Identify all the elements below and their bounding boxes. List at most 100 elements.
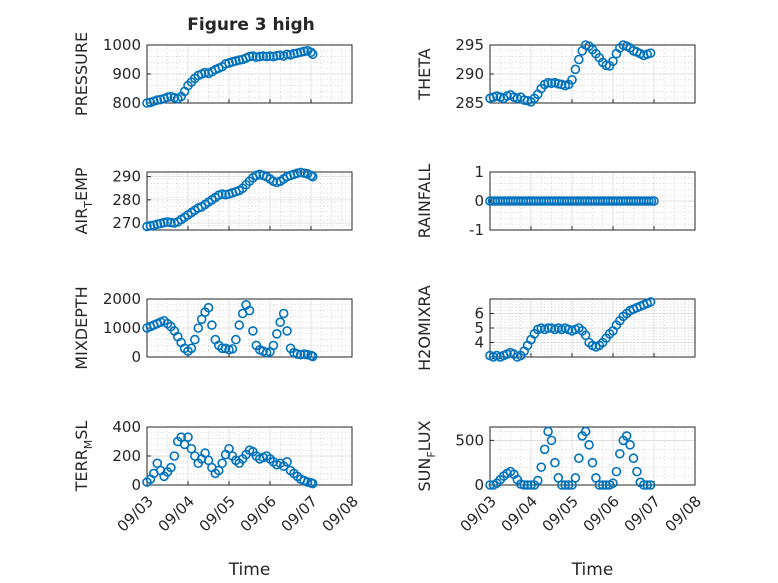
data-point <box>574 453 584 464</box>
data-point <box>183 432 193 442</box>
data-point <box>587 457 598 468</box>
data-point <box>244 51 255 62</box>
data-point <box>608 56 618 67</box>
figure-title: Figure 3 high <box>187 15 315 35</box>
data-point <box>169 451 180 461</box>
axes-border <box>489 426 696 486</box>
data-point <box>556 480 567 490</box>
y-tick-label: -1 <box>469 221 484 239</box>
data-point <box>615 448 625 459</box>
data-point <box>543 323 553 333</box>
data-point <box>574 54 584 65</box>
data-point <box>307 478 318 489</box>
data-point <box>539 444 550 455</box>
subplot-right-2: -1 0 1 RAINFALL <box>415 163 696 239</box>
data-point <box>292 349 303 359</box>
y-tick-label: 290 <box>455 65 484 83</box>
subplot-right-1: 285 290 295 THETA <box>415 36 696 112</box>
data-point <box>299 46 309 57</box>
data-point <box>601 60 611 71</box>
data-point <box>145 221 156 231</box>
data-point <box>625 440 635 450</box>
y-axis-label-subscript: T <box>82 201 95 209</box>
data-point <box>638 480 649 490</box>
data-point <box>553 79 564 89</box>
y-tick-label: 0 <box>131 348 141 366</box>
data-point <box>207 320 217 330</box>
data-point <box>289 48 299 59</box>
data-point <box>186 343 197 354</box>
data-point <box>203 302 214 313</box>
axes-border <box>146 171 353 231</box>
y-axis-label-part: AIR <box>72 208 91 235</box>
subplot-left-3: 0 1000 2000 MIXDEPTH <box>72 286 353 370</box>
data-point <box>570 64 581 75</box>
data-point <box>193 323 204 333</box>
y-tick-label: 0 <box>474 476 484 494</box>
data-point <box>580 426 591 437</box>
y-tick-label: 5 <box>474 319 484 337</box>
data-point <box>234 320 245 330</box>
data-point <box>546 435 557 446</box>
y-axis-label-part: SUN <box>415 458 434 492</box>
data-point <box>533 475 543 486</box>
y-axis-label: MIXDEPTH <box>72 286 91 369</box>
data-point <box>608 478 618 489</box>
data-point <box>258 51 268 61</box>
data-point <box>227 344 238 354</box>
data-point <box>275 317 286 328</box>
y-axis-label: PRESSURE <box>72 32 91 116</box>
data-point <box>268 340 279 351</box>
y-axis-label-subscript: F <box>425 451 438 457</box>
y-tick-label: 900 <box>112 65 141 83</box>
subplot-left-2: 270 280 290 AIRTEMP <box>72 167 353 235</box>
data-point <box>570 473 581 483</box>
data-point <box>597 480 608 490</box>
y-tick-label: 1 <box>474 163 484 181</box>
data-point <box>601 480 611 490</box>
y-tick-label: 6 <box>474 305 484 323</box>
y-tick-label: 290 <box>112 168 141 186</box>
y-axis-label: TERRMSL <box>72 421 95 493</box>
data-point <box>645 297 656 307</box>
data-point <box>628 453 639 464</box>
data-point <box>621 431 632 441</box>
data-point <box>307 351 318 362</box>
data-point <box>306 170 316 181</box>
data-point <box>543 426 553 437</box>
data-point <box>546 78 557 89</box>
data-point <box>560 480 570 490</box>
data-point <box>162 92 173 102</box>
subplot-left-1: 800 900 1000 PRESSURE <box>72 32 353 116</box>
data-point <box>261 51 272 62</box>
y-tick-label: 400 <box>112 418 141 436</box>
data-point <box>278 308 289 319</box>
data-point <box>519 95 529 105</box>
y-tick-label: 4 <box>474 334 484 352</box>
y-tick-label: 295 <box>455 36 484 54</box>
data-point <box>645 480 656 490</box>
y-axis-label: RAINFALL <box>415 164 434 239</box>
y-tick-label: 800 <box>112 94 141 112</box>
x-axis-label: Time <box>228 560 271 580</box>
data-point <box>282 326 292 336</box>
data-point <box>272 328 282 339</box>
y-tick-label: 285 <box>455 94 484 112</box>
data-point <box>563 480 574 490</box>
data-point <box>244 305 255 316</box>
data-point <box>166 217 176 228</box>
data-point <box>611 466 622 477</box>
data-point <box>142 98 152 108</box>
data-point <box>485 480 495 490</box>
y-tick-label: 0 <box>131 476 141 494</box>
data-point <box>248 326 258 336</box>
data-point <box>272 50 282 61</box>
y-tick-label: 0 <box>474 192 484 210</box>
data-point <box>231 334 241 345</box>
data-point <box>584 440 594 450</box>
data-point <box>282 456 292 467</box>
data-point <box>299 349 309 359</box>
y-tick-label: 1000 <box>103 319 141 337</box>
subplot-left-4: 020040009/0309/0409/0509/0609/0709/08TER… <box>72 418 362 580</box>
